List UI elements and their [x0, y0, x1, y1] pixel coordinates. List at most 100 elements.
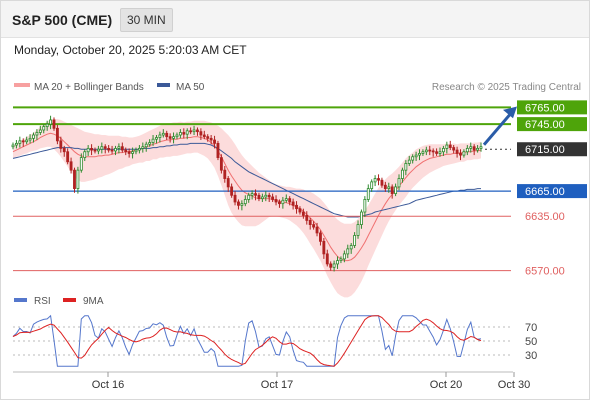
rsi-tick-70: 70	[525, 322, 537, 334]
candle-body	[360, 211, 363, 225]
candle-body	[448, 144, 452, 148]
candle-body	[421, 151, 425, 154]
candle-body	[288, 198, 292, 203]
candle-body	[213, 139, 216, 144]
candle-body	[247, 194, 251, 200]
candle-body	[319, 232, 322, 242]
header-bar: S&P 500 (CME) 30 MIN	[1, 1, 589, 38]
candle-body	[356, 224, 360, 236]
candle-body	[312, 224, 316, 228]
candle-body	[366, 188, 370, 200]
candle-body	[301, 211, 305, 216]
candle-body	[182, 132, 186, 135]
candle-body	[278, 201, 281, 205]
candle-body	[209, 137, 213, 141]
candle-body	[62, 147, 66, 153]
candle-body	[83, 151, 87, 159]
candle-body	[69, 161, 73, 171]
candle-body	[472, 146, 476, 151]
interval-button[interactable]: 30 MIN	[120, 8, 173, 32]
candle-body	[380, 179, 384, 186]
candle-body	[428, 149, 432, 152]
candle-body	[14, 142, 18, 146]
candle-body	[284, 198, 288, 201]
candle-body	[79, 157, 83, 171]
candle-body	[264, 194, 268, 198]
candle-body	[206, 136, 210, 139]
candle-body	[260, 196, 264, 200]
candle-body	[226, 178, 230, 188]
candle-body	[158, 134, 162, 138]
candle-body	[329, 263, 333, 268]
x-tick-label: Oct 17	[261, 379, 293, 391]
level-label-bg-6665.00	[517, 184, 587, 199]
candle-body	[172, 136, 175, 139]
candle-body	[230, 186, 234, 196]
candle-body	[441, 147, 445, 153]
candle-body	[349, 245, 353, 250]
candle-body	[295, 204, 298, 210]
candle-body	[325, 253, 329, 265]
level-label-bg-6715.00	[517, 142, 587, 157]
ma20-line	[12, 132, 482, 262]
candle-body	[243, 199, 247, 205]
candle-body	[281, 199, 285, 205]
rsi-tick-50: 50	[525, 336, 537, 348]
candle-body	[90, 147, 93, 151]
x-tick-label: Oct 30	[498, 379, 530, 391]
candle-body	[165, 132, 169, 138]
candle-body	[25, 139, 29, 143]
candle-body	[479, 146, 483, 149]
candle-body	[114, 147, 117, 152]
candle-body	[196, 129, 199, 133]
candle-body	[168, 136, 172, 139]
candle-body	[336, 260, 339, 265]
candle-body	[342, 253, 346, 260]
candle-body	[353, 235, 357, 246]
candle-body	[55, 127, 59, 142]
level-label-6715.00: 6715.00	[525, 144, 565, 156]
candle-body	[131, 151, 134, 154]
candle-body	[52, 119, 56, 129]
candle-body	[11, 144, 15, 148]
candle-body	[100, 146, 104, 150]
candle-body	[189, 130, 193, 133]
candle-body	[161, 132, 165, 136]
candle-body	[387, 186, 391, 189]
ma20-bb-swatch	[14, 83, 30, 87]
candle-body	[96, 148, 100, 152]
candle-body	[254, 193, 257, 196]
candle-body	[127, 151, 131, 154]
rsi-legend-label: RSI	[34, 296, 51, 307]
candle-body	[308, 219, 312, 225]
candle-body	[271, 196, 275, 200]
candle-body	[305, 214, 309, 221]
candle-body	[407, 159, 411, 164]
candle-body	[370, 181, 374, 189]
rsi-tick-30: 30	[525, 350, 537, 362]
x-tick-label: Oct 16	[92, 379, 124, 391]
candle-body	[445, 144, 449, 149]
candle-body	[431, 150, 435, 153]
ma20-bb-legend: MA 20 + Bollinger Bands	[34, 82, 144, 93]
candle-body	[322, 240, 326, 255]
candle-body	[346, 248, 350, 255]
level-label-bg-6745.00	[517, 117, 587, 132]
candle-body	[315, 226, 319, 234]
candle-body	[21, 140, 25, 143]
candle-body	[459, 153, 462, 156]
candle-body	[86, 147, 90, 153]
candle-body	[93, 149, 97, 152]
candle-body	[390, 186, 394, 195]
level-label-6635.00: 6635.00	[525, 211, 565, 223]
level-label-6570.00: 6570.00	[525, 266, 565, 278]
candle-body	[28, 137, 32, 141]
candle-body	[42, 126, 46, 131]
instrument-title: S&P 500 (CME)	[12, 12, 113, 28]
candle-body	[49, 119, 53, 125]
candle-body	[401, 169, 404, 179]
candle-body	[250, 193, 254, 196]
candle-body	[110, 149, 114, 152]
